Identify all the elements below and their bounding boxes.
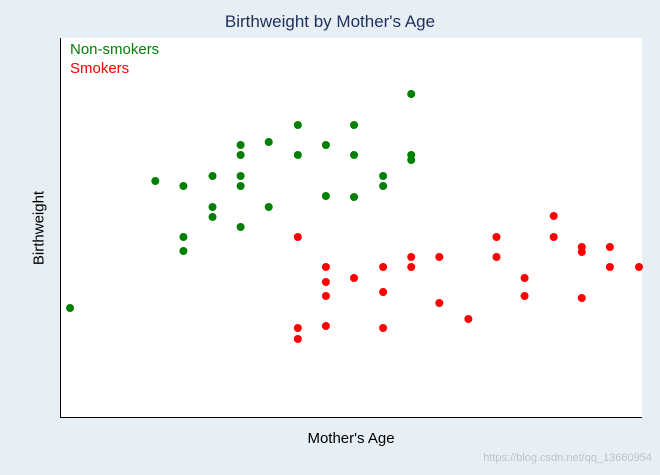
point-smokers-12 xyxy=(407,263,416,271)
point-non-smokers-14 xyxy=(264,203,273,211)
point-non-smokers-23 xyxy=(379,182,388,190)
point-non-smokers-8 xyxy=(236,141,245,149)
point-non-smokers-1 xyxy=(151,177,160,185)
point-non-smokers-6 xyxy=(208,203,217,211)
point-smokers-19 xyxy=(520,292,529,300)
point-smokers-14 xyxy=(435,299,444,307)
point-smokers-0 xyxy=(293,233,302,241)
point-smokers-24 xyxy=(577,294,586,302)
point-smokers-21 xyxy=(549,233,558,241)
point-smokers-25 xyxy=(605,243,614,251)
point-smokers-4 xyxy=(321,278,330,286)
watermark: https://blog.csdn.net/qq_13660954 xyxy=(483,452,652,464)
point-non-smokers-12 xyxy=(236,223,245,231)
point-non-smokers-26 xyxy=(407,90,416,98)
point-non-smokers-16 xyxy=(293,151,302,159)
point-non-smokers-7 xyxy=(208,213,217,221)
point-non-smokers-25 xyxy=(407,156,416,164)
legend-entry-smokers: Smokers xyxy=(70,60,130,77)
point-smokers-7 xyxy=(350,274,359,282)
plot-area xyxy=(60,38,642,418)
point-smokers-1 xyxy=(293,324,302,332)
point-smokers-18 xyxy=(520,274,529,282)
point-smokers-11 xyxy=(407,253,416,261)
point-smokers-20 xyxy=(549,212,558,220)
point-non-smokers-5 xyxy=(208,172,217,180)
point-non-smokers-22 xyxy=(379,172,388,180)
point-non-smokers-15 xyxy=(293,121,302,129)
point-smokers-13 xyxy=(435,253,444,261)
point-non-smokers-4 xyxy=(179,247,188,255)
point-non-smokers-19 xyxy=(350,121,359,129)
point-non-smokers-9 xyxy=(236,151,245,159)
point-non-smokers-21 xyxy=(350,193,359,201)
point-smokers-6 xyxy=(321,322,330,330)
point-non-smokers-13 xyxy=(264,138,273,146)
point-non-smokers-3 xyxy=(179,233,188,241)
point-smokers-5 xyxy=(321,292,330,300)
point-smokers-27 xyxy=(634,263,643,271)
point-non-smokers-17 xyxy=(321,141,330,149)
point-non-smokers-2 xyxy=(179,182,188,190)
point-non-smokers-20 xyxy=(350,151,359,159)
point-smokers-2 xyxy=(293,335,302,343)
legend-entry-non-smokers: Non-smokers xyxy=(70,41,160,58)
point-non-smokers-10 xyxy=(236,172,245,180)
point-smokers-3 xyxy=(321,263,330,271)
point-smokers-26 xyxy=(605,263,614,271)
x-axis-label: Mother's Age xyxy=(307,430,395,447)
point-non-smokers-11 xyxy=(236,182,245,190)
point-non-smokers-18 xyxy=(321,192,330,200)
legend: Non-smokers Smokers xyxy=(70,40,159,78)
point-smokers-23 xyxy=(577,248,586,256)
point-smokers-10 xyxy=(379,324,388,332)
point-smokers-9 xyxy=(379,288,388,296)
point-smokers-15 xyxy=(464,315,473,323)
point-non-smokers-0 xyxy=(66,304,75,312)
point-smokers-17 xyxy=(492,253,501,261)
point-smokers-8 xyxy=(379,263,388,271)
chart-title: Birthweight by Mother's Age xyxy=(224,12,436,31)
point-smokers-16 xyxy=(492,233,501,241)
